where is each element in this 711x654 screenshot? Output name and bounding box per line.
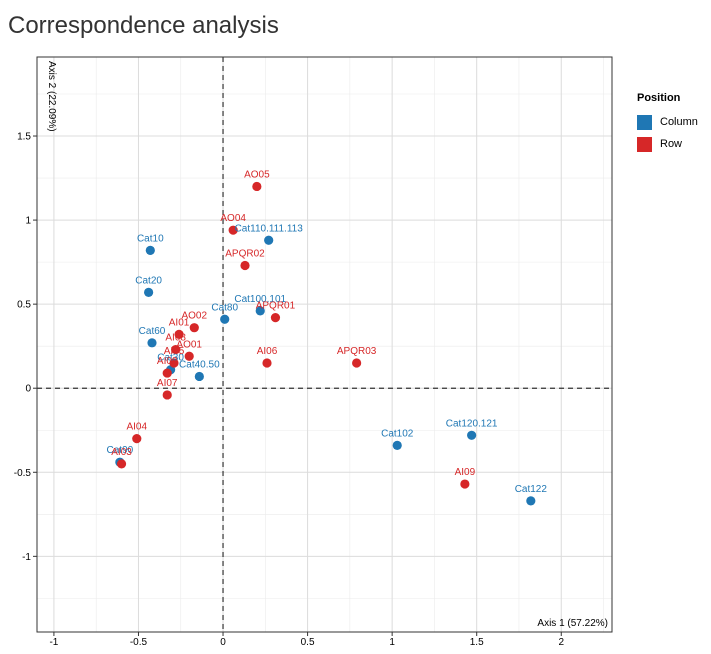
point-ai04 <box>132 434 142 444</box>
legend-title: Position <box>637 92 681 104</box>
x-tick-label: 1 <box>389 637 395 648</box>
point-ai06 <box>262 358 272 368</box>
label-cat10: Cat10 <box>137 233 164 244</box>
axis-ticks: -1 -0.5 0 0.5 1 1.5 2 -1 -0.5 0 0.5 1 1.5 <box>14 132 565 648</box>
point-cat122 <box>526 496 536 506</box>
label-ai03: AI03 <box>111 447 132 458</box>
point-ai03 <box>116 459 127 469</box>
label-ai07: AI07 <box>157 378 178 389</box>
label-apqr03: APQR03 <box>337 346 377 357</box>
y-axis-label: Axis 2 (22.09%) <box>46 61 57 132</box>
point-ai09 <box>460 479 470 489</box>
point-ao05 <box>252 181 262 192</box>
label-cat102: Cat102 <box>381 428 414 439</box>
y-tick-label: 1 <box>25 216 31 227</box>
y-tick-label: -1 <box>22 552 31 563</box>
label-apqr01: APQR01 <box>256 301 296 312</box>
label-cat122: Cat122 <box>515 484 548 495</box>
label-cat120-121: Cat120.121 <box>446 418 498 429</box>
label-cat110-111-113: Cat110.111.113 <box>235 223 304 234</box>
point-cat60 <box>147 338 157 348</box>
point-ai01 <box>174 329 184 340</box>
label-cat80: Cat80 <box>211 302 238 313</box>
label-ai02: AI02 <box>157 356 178 367</box>
label-ai04: AI04 <box>126 422 147 433</box>
point-ao01 <box>184 351 194 361</box>
point-apqr02 <box>240 260 250 271</box>
label-cat30: Cat30 <box>157 353 184 364</box>
legend-label-column: Column <box>660 116 698 128</box>
legend-item-column: Column <box>637 112 698 132</box>
point-ai02 <box>162 368 172 378</box>
x-tick-label: 2 <box>558 637 564 648</box>
point-cat10 <box>145 245 155 255</box>
x-axis-label: Axis 1 (57.22%) <box>537 618 608 629</box>
x-tick-label: 1.5 <box>470 637 484 648</box>
label-cat60: Cat60 <box>139 326 166 337</box>
y-tick-label: 0 <box>25 384 31 395</box>
point-cat100-101 <box>255 306 265 316</box>
point-cat40-50 <box>194 371 204 382</box>
label-ao05: AO05 <box>244 169 270 180</box>
y-tick-label: -0.5 <box>14 468 32 479</box>
data-points <box>115 181 536 506</box>
point-ao02 <box>189 323 199 333</box>
label-ao02: AO02 <box>181 311 207 322</box>
label-ai05: AI05 <box>164 346 185 357</box>
point-ai08 <box>171 344 181 355</box>
label-ai01: AI01 <box>169 317 190 328</box>
plot-border <box>36 56 613 633</box>
reference-lines <box>37 57 612 632</box>
legend-key-column <box>637 114 652 130</box>
x-tick-label: -0.5 <box>130 637 148 648</box>
legend: Position Column Row <box>637 92 698 156</box>
label-ai09: AI09 <box>455 467 476 478</box>
point-cat20 <box>144 287 154 297</box>
y-tick-label: 0.5 <box>17 300 31 311</box>
label-cat90: Cat90 <box>107 445 134 456</box>
chart-title: Correspondence analysis <box>8 12 279 39</box>
point-cat120-121 <box>467 430 477 440</box>
label-ao01: AO01 <box>176 339 202 350</box>
label-apqr02: APQR02 <box>225 248 265 259</box>
point-apqr01 <box>270 312 281 323</box>
x-tick-label: 0.5 <box>301 637 315 648</box>
point-ai05 <box>169 358 179 368</box>
label-ai06: AI06 <box>257 346 278 357</box>
gridlines <box>37 57 612 632</box>
point-apqr03 <box>352 358 362 368</box>
label-cat100-101: Cat100.101 <box>234 294 286 305</box>
label-ai08: AI08 <box>165 333 186 344</box>
point-cat110-111-113 <box>264 235 274 245</box>
x-tick-label: 0 <box>220 637 226 648</box>
point-ai07 <box>162 390 172 400</box>
legend-label-row: Row <box>660 138 683 150</box>
y-tick-label: 1.5 <box>17 132 31 143</box>
label-ao04: AO04 <box>220 213 246 224</box>
point-ao04 <box>228 225 238 235</box>
point-cat80 <box>220 314 230 324</box>
label-cat40-50: Cat40.50 <box>179 359 220 370</box>
legend-item-row: Row <box>637 134 698 154</box>
x-tick-label: -1 <box>49 637 58 648</box>
legend-key-row <box>637 136 652 152</box>
point-cat102 <box>392 440 402 450</box>
label-cat20: Cat20 <box>135 275 162 286</box>
